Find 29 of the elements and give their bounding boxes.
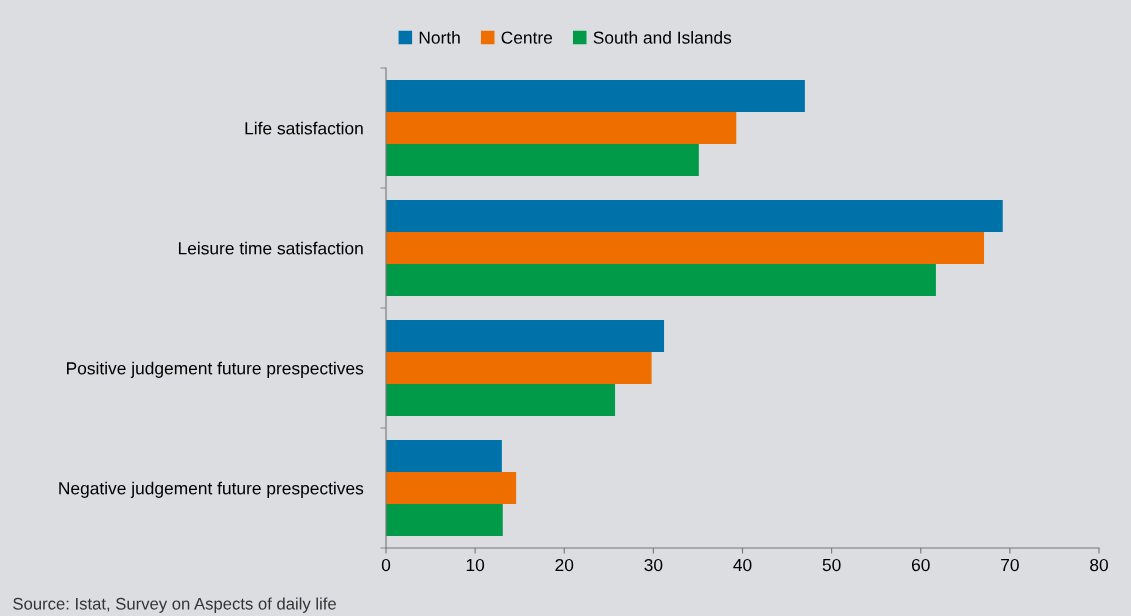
- y-tick-label: Negative judgement future prespectives: [59, 481, 364, 498]
- y-tick-label: Leisure time satisfaction: [178, 241, 363, 255]
- x-tick-label: 10: [466, 558, 485, 572]
- x-tick-label: 50: [822, 558, 841, 572]
- bar: [386, 504, 503, 536]
- x-tick-label: 20: [555, 558, 574, 572]
- y-tick-label: Life satisfaction: [245, 121, 363, 135]
- legend-label: North: [419, 31, 460, 44]
- bar: [386, 112, 737, 144]
- y-tick-label: Positive judgement future prespectives: [67, 361, 364, 378]
- bar: [386, 144, 699, 176]
- x-tick-label: 0: [381, 558, 391, 572]
- legend-label: Centre: [501, 31, 553, 44]
- source-note: Source: Istat, Survey on Aspects of daily life: [13, 597, 336, 613]
- bar: [386, 440, 502, 472]
- legend-label: South and Islands: [593, 31, 732, 44]
- bar: [386, 320, 665, 352]
- x-tick-label: 80: [1090, 558, 1108, 572]
- bar: [386, 232, 985, 264]
- bar: [386, 200, 1003, 232]
- x-tick-label: 60: [911, 558, 930, 572]
- x-tick-label: 40: [733, 558, 752, 572]
- bar: [386, 80, 805, 112]
- x-tick-label: 30: [644, 558, 663, 572]
- bar: [386, 264, 936, 296]
- bar: [386, 352, 652, 384]
- x-tick-label: 70: [1001, 558, 1019, 572]
- bar: [386, 384, 616, 416]
- bar: [386, 472, 517, 504]
